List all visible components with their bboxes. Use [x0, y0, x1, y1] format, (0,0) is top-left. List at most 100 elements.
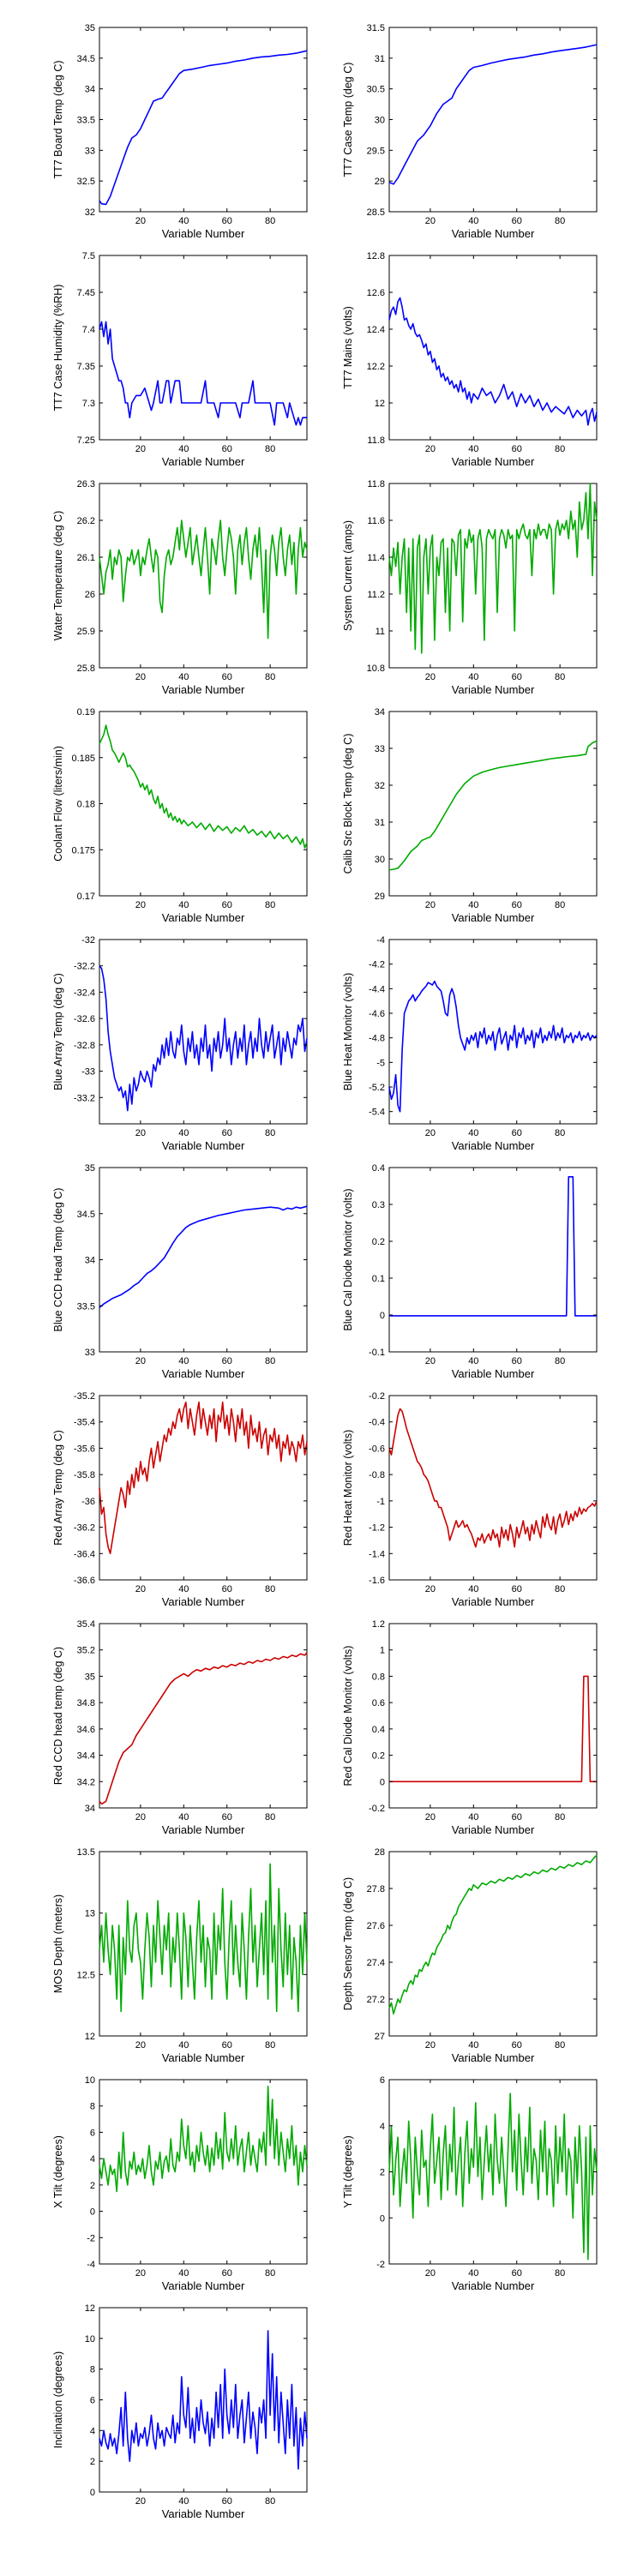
chart-17-ytick-label: 13 [85, 1909, 95, 1919]
chart-7-ytick-label: 0.18 [77, 800, 95, 810]
chart-5-xtick-label: 80 [265, 672, 275, 682]
chart-10-ytick-label: -4.8 [369, 1034, 385, 1044]
chart-1-ytick-label: 34 [85, 85, 95, 95]
chart-3-axes-box [99, 255, 308, 441]
chart-1-ytick-label: 33.5 [77, 116, 95, 126]
chart-9: -33.2 -33 -32.8 -32.6 -32.4 -32.2 -32 20 40 60 80 V… [52, 935, 308, 1152]
chart-14: -1.6 -1.4 -1.2 -1 -0.8 -0.6 -0.4 -0.2 20 40 60 80 Va… [342, 1391, 598, 1608]
chart-18: 27 27.2 27.4 27.6 27.8 28 20 40 60 80 Variable Num… [342, 1847, 598, 2064]
chart-7-ytick-label: 0.185 [71, 754, 95, 764]
chart-13-ytick-label: -36 [81, 1497, 95, 1507]
chart-3-xaxis-label: Variable Number [162, 455, 245, 468]
chart-21-ytick-label: 8 [90, 2365, 95, 2375]
chart-14-xaxis-label: Variable Number [452, 1595, 535, 1608]
chart-5-xaxis-label: Variable Number [162, 683, 245, 696]
chart-15-ytick-label: 34.2 [77, 1777, 95, 1787]
chart-3-ytick-label: 7.4 [82, 325, 95, 335]
chart-4: 11.8 12 12.2 12.4 12.6 12.8 20 40 60 80 Variable N… [342, 251, 598, 468]
chart-7-xtick-label: 80 [265, 900, 275, 910]
chart-11-axes-box [99, 1167, 308, 1353]
chart-8-ytick-label: 34 [375, 707, 385, 718]
chart-12-xtick-label: 40 [468, 1356, 478, 1366]
chart-12-xtick-label: 20 [425, 1356, 436, 1366]
chart-18-series-line [388, 1854, 598, 2015]
chart-15-ytick-label: 34.8 [77, 1698, 95, 1708]
chart-21-ytick-label: 12 [85, 2303, 95, 2314]
chart-10: -5.4 -5.2 -5 -4.8 -4.6 -4.4 -4.2 -4 20 40 60 80 Vari… [342, 935, 598, 1152]
chart-16-ytick-label: -0.2 [369, 1804, 385, 1814]
chart-8-xtick-label: 20 [425, 900, 436, 910]
chart-10-ytick-label: -5.2 [369, 1083, 385, 1093]
chart-3-xtick-label: 40 [178, 444, 189, 454]
chart-10-series-line [388, 980, 598, 1113]
chart-11-ytick-label: 34.5 [77, 1210, 95, 1220]
chart-14-series-line [388, 1408, 598, 1548]
chart-17: 12 12.5 13 13.5 20 40 60 80 Variable Number MOS D… [52, 1847, 308, 2064]
chart-20-ytick-label: 6 [380, 2075, 385, 2086]
chart-1-ytick-label: 34.5 [77, 54, 95, 64]
chart-10-xtick-label: 80 [555, 1128, 565, 1138]
chart-9-ytick-label: -32.8 [74, 1041, 95, 1051]
chart-5-yaxis-label: Water Temperature (deg C) [52, 511, 64, 640]
chart-3-ytick-label: 7.35 [77, 362, 95, 372]
chart-6-ytick-label: 11.4 [367, 553, 385, 563]
chart-4-yaxis-label: TT7 Mains (volts) [342, 306, 354, 389]
chart-2-xtick-label: 60 [512, 216, 522, 226]
chart-13-xtick-label: 60 [222, 1584, 232, 1594]
chart-15-xaxis-label: Variable Number [162, 1823, 245, 1836]
chart-19-ytick-label: -4 [87, 2260, 95, 2270]
chart-18-xtick-label: 80 [555, 2040, 565, 2051]
chart-16-ytick-label: 1 [380, 1646, 385, 1656]
chart-15-xtick-label: 20 [135, 1812, 146, 1822]
chart-13: -36.6 -36.4 -36.2 -36 -35.8 -35.6 -35.4 -35.2 20… [52, 1391, 308, 1608]
chart-2-xtick-label: 40 [468, 216, 478, 226]
chart-8-ytick-label: 31 [375, 818, 385, 828]
chart-19-ytick-label: 6 [90, 2128, 95, 2138]
chart-2-xaxis-label: Variable Number [452, 227, 535, 240]
chart-11-ytick-label: 35 [85, 1163, 95, 1174]
chart-21-xtick-label: 60 [222, 2496, 232, 2507]
chart-13-ytick-label: -36.4 [74, 1549, 95, 1559]
chart-15-ytick-label: 35.4 [77, 1619, 95, 1630]
chart-13-xaxis-label: Variable Number [162, 1595, 245, 1608]
chart-18-ytick-label: 27 [375, 2032, 385, 2042]
chart-13-ytick-label: -36.2 [74, 1523, 95, 1534]
chart-1-xtick-label: 40 [178, 216, 189, 226]
chart-18-xaxis-label: Variable Number [452, 2051, 535, 2064]
chart-19-ytick-label: 10 [85, 2075, 95, 2086]
chart-7-ytick-label: 0.19 [77, 707, 95, 718]
chart-19-ytick-label: 2 [90, 2181, 95, 2191]
chart-1-xtick-label: 80 [265, 216, 275, 226]
chart-9-xtick-label: 80 [265, 1128, 275, 1138]
chart-11-xtick-label: 60 [222, 1356, 232, 1366]
chart-8-ytick-label: 32 [375, 781, 385, 791]
chart-9-xtick-label: 40 [178, 1128, 189, 1138]
chart-12-xtick-label: 80 [555, 1356, 565, 1366]
chart-12-ytick-label: 0.3 [372, 1200, 385, 1210]
chart-2-ytick-label: 29.5 [367, 146, 385, 156]
chart-8: 29 30 31 32 33 34 20 40 60 80 Variable Number Calib… [342, 707, 598, 924]
chart-16: -0.2 0 0.2 0.4 0.6 0.8 1 1.2 20 40 60 80 Variable Nu… [342, 1619, 598, 1836]
chart-17-ytick-label: 12.5 [77, 1970, 95, 1980]
chart-4-ytick-label: 12 [375, 399, 385, 409]
chart-15-xtick-label: 80 [265, 1812, 275, 1822]
chart-18-ytick-label: 27.4 [367, 1958, 385, 1968]
chart-10-ytick-label: -4.6 [369, 1009, 385, 1019]
chart-21-ytick-label: 2 [90, 2457, 95, 2467]
chart-5-ytick-label: 25.9 [77, 627, 95, 637]
chart-11-ytick-label: 34 [85, 1256, 95, 1266]
chart-9-ytick-label: -32 [81, 935, 95, 946]
chart-15-xtick-label: 60 [222, 1812, 232, 1822]
chart-2-ytick-label: 29 [375, 177, 385, 187]
chart-20-series-line [388, 2093, 598, 2261]
chart-2-axes-box [388, 27, 598, 213]
chart-20-yaxis-label: Y Tilt (degrees) [342, 2135, 354, 2208]
chart-4-ytick-label: 12.8 [367, 251, 385, 261]
chart-9-xtick-label: 60 [222, 1128, 232, 1138]
chart-6-ytick-label: 10.8 [367, 664, 385, 674]
chart-18-yaxis-label: Depth Sensor Temp (deg C) [342, 1877, 354, 2010]
chart-10-xtick-label: 20 [425, 1128, 436, 1138]
chart-4-ytick-label: 12.4 [367, 325, 385, 335]
